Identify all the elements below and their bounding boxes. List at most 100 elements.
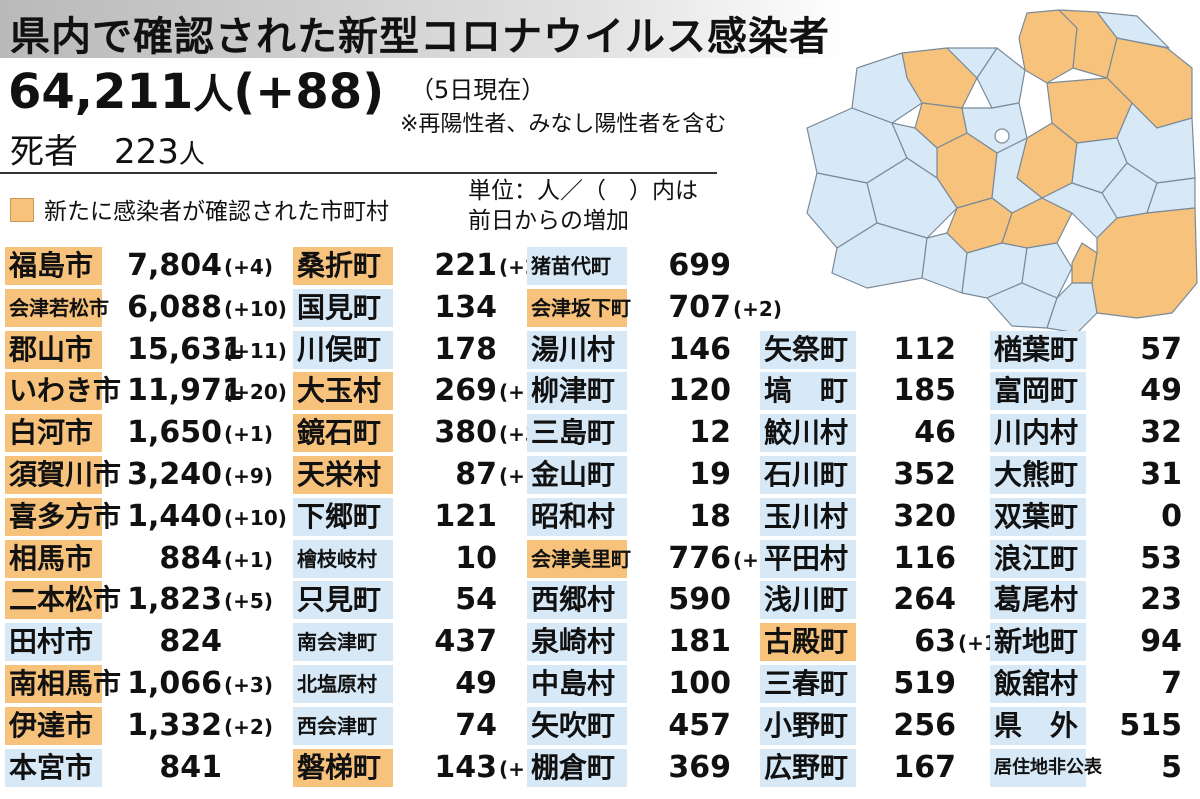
- municipality-name: 新地町: [990, 623, 1086, 661]
- map-region: [891, 122, 938, 179]
- total-cases: 64,211人(+88): [8, 62, 384, 120]
- case-count: 264: [893, 582, 956, 617]
- municipality-name: 泉崎村: [527, 623, 627, 661]
- municipality-name: 県 外: [990, 707, 1086, 745]
- case-count: 7,804: [127, 248, 222, 283]
- case-count: 457: [668, 708, 731, 743]
- municipality-name: 川内村: [990, 414, 1086, 452]
- case-count: 178: [434, 332, 497, 367]
- municipality-name: 南会津町: [293, 623, 393, 661]
- case-count: 146: [668, 332, 731, 367]
- case-count: 143: [434, 750, 497, 785]
- municipality-name: 川俣町: [293, 331, 393, 369]
- municipality-name: 須賀川市: [5, 456, 121, 494]
- case-count: 31: [1140, 457, 1182, 492]
- map-region: [1021, 242, 1073, 299]
- map-region: [946, 47, 998, 79]
- municipality-name: 天栄村: [293, 456, 393, 494]
- legend-label: 新たに感染者が確認された市町村: [44, 199, 389, 225]
- municipality-name: 会津美里町: [527, 540, 631, 578]
- municipality-name: 昭和村: [527, 498, 627, 536]
- map-region: [986, 282, 1058, 329]
- municipality-name: 大熊町: [990, 456, 1086, 494]
- municipality-name: 福島市: [5, 247, 102, 285]
- municipality-name: 居住地非公表: [990, 749, 1102, 787]
- case-count: 134: [434, 290, 497, 325]
- case-count: 320: [893, 499, 956, 534]
- case-count: 23: [1140, 582, 1182, 617]
- unit-note-line2: 前日からの増加: [468, 208, 629, 234]
- case-count: 120: [668, 373, 731, 408]
- deaths-unit: 人: [178, 140, 205, 170]
- case-count: 32: [1140, 415, 1182, 450]
- case-count: 519: [893, 666, 956, 701]
- daily-increase: (+3): [224, 673, 273, 697]
- case-count: 256: [893, 708, 956, 743]
- daily-increase: (+20): [224, 380, 287, 404]
- municipality-name: 三春町: [760, 665, 856, 703]
- case-count: 19: [689, 457, 731, 492]
- total-value: 64,211: [8, 64, 194, 120]
- deaths-value: 223: [114, 132, 179, 172]
- daily-increase: (+2): [733, 297, 782, 321]
- case-count: 94: [1140, 624, 1182, 659]
- municipality-name: 磐梯町: [293, 749, 393, 787]
- case-count: 112: [893, 332, 956, 367]
- daily-increase: (+1): [224, 422, 273, 446]
- case-count: 100: [668, 666, 731, 701]
- daily-increase: (+10): [224, 297, 287, 321]
- case-count: 1,066: [127, 666, 222, 701]
- case-count: 49: [1140, 373, 1182, 408]
- case-count: 0: [1161, 499, 1182, 534]
- daily-increase: (+11): [224, 339, 287, 363]
- legend-swatch: [10, 198, 34, 222]
- municipality-table: 福島市 7,804 (+4) 会津若松市 6,088 (+10) 郡山市 15,631 (+11…: [0, 247, 1200, 799]
- municipality-name: 只見町: [293, 581, 393, 619]
- case-count: 515: [1119, 708, 1182, 743]
- municipality-name: 二本松市: [5, 581, 121, 619]
- municipality-name: 葛尾村: [990, 581, 1086, 619]
- daily-increase: (+2): [224, 715, 273, 739]
- case-count: 121: [434, 499, 497, 534]
- case-count: 884: [159, 541, 222, 576]
- municipality-name: 石川町: [760, 456, 856, 494]
- municipality-name: 国見町: [293, 289, 393, 327]
- case-count: 53: [1140, 541, 1182, 576]
- municipality-name: 富岡町: [990, 372, 1086, 410]
- daily-increase: (+4): [224, 255, 273, 279]
- municipality-name: 楢葉町: [990, 331, 1086, 369]
- case-count: 5: [1161, 750, 1182, 785]
- divider: [0, 172, 717, 174]
- total-increase: (+88): [233, 64, 385, 120]
- municipality-name: 大玉村: [293, 372, 393, 410]
- case-count: 1,440: [127, 499, 222, 534]
- case-count: 10: [455, 541, 497, 576]
- case-count: 181: [668, 624, 731, 659]
- daily-increase: (+5): [224, 589, 273, 613]
- municipality-name: 鮫川村: [760, 414, 856, 452]
- municipality-name: 鏡石町: [293, 414, 393, 452]
- unit-note: 単位：人／（ ）内は 前日からの増加: [468, 176, 698, 236]
- municipality-name: 双葉町: [990, 498, 1086, 536]
- municipality-name: 猪苗代町: [527, 247, 627, 285]
- daily-increase: (+1): [224, 548, 273, 572]
- case-count: 185: [893, 373, 956, 408]
- case-count: 380: [434, 415, 497, 450]
- case-count: 63: [914, 624, 956, 659]
- municipality-name: 檜枝岐村: [293, 540, 393, 578]
- municipality-name: 矢吹町: [527, 707, 627, 745]
- case-count: 841: [159, 750, 222, 785]
- map-region: [1091, 207, 1198, 319]
- municipality-name: 相馬市: [5, 540, 102, 578]
- case-count: 57: [1140, 332, 1182, 367]
- case-count: 369: [668, 750, 731, 785]
- title-bar: [0, 0, 850, 58]
- municipality-name: 南相馬市: [5, 665, 121, 703]
- municipality-name: 会津若松市: [5, 289, 109, 327]
- case-count: 6,088: [127, 290, 222, 325]
- legend: 新たに感染者が確認された市町村: [10, 192, 389, 226]
- municipality-name: 広野町: [760, 749, 856, 787]
- map-region: [1018, 9, 1078, 84]
- case-count: 74: [455, 708, 497, 743]
- municipality-name: 矢祭町: [760, 331, 856, 369]
